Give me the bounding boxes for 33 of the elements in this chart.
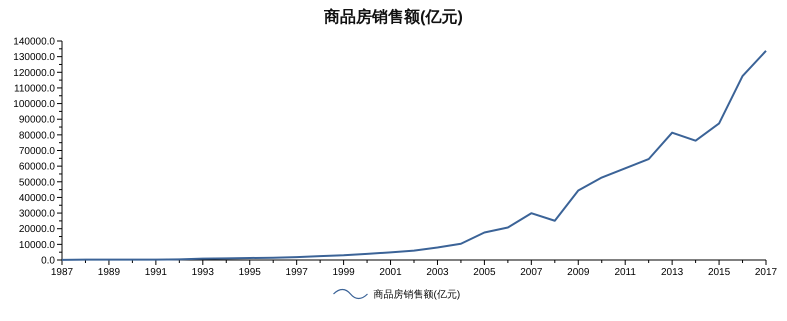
y-tick-label: 10000.0 [18,240,56,251]
x-tick-label: 2015 [708,267,731,278]
legend-label: 商品房销售额(亿元) [374,288,460,300]
x-tick-label: 2009 [567,267,590,278]
y-tick-label: 90000.0 [18,114,56,126]
x-tick-label: 1989 [98,267,120,278]
y-tick-label: 100000.0 [13,99,56,110]
y-tick-label: 80000.0 [18,130,56,142]
y-tick-label: 120000.0 [13,68,56,79]
x-tick-label: 2017 [754,267,778,278]
x-tick-label: 1999 [332,267,356,278]
y-tick-label: 110000.0 [14,83,56,94]
x-tick-label: 2011 [614,267,636,278]
x-tick-label: 2001 [379,267,402,278]
y-tick-label: 130000.0 [13,52,56,64]
y-tick-label: 140000.0 [13,36,56,48]
x-tick-label: 1987 [50,267,74,278]
y-tick-label: 60000.0 [18,162,56,173]
x-tick-label: 2005 [473,267,496,278]
x-tick-label: 1993 [192,267,214,278]
y-tick-label: 50000.0 [18,177,56,188]
x-tick-label: 2003 [426,267,450,278]
y-tick-label: 70000.0 [18,146,56,157]
x-tick-label: 1991 [144,267,168,278]
x-tick-label: 2013 [661,267,684,278]
y-tick-label: 0.0 [41,256,56,266]
x-tick-label: 1997 [286,267,308,278]
y-tick-label: 20000.0 [18,224,56,236]
x-tick-label: 1995 [238,267,262,278]
y-tick-label: 30000.0 [18,208,56,220]
x-tick-label: 2007 [520,267,543,278]
y-tick-label: 40000.0 [18,192,56,204]
chart-title: 商品房销售额(亿元) [323,7,463,26]
